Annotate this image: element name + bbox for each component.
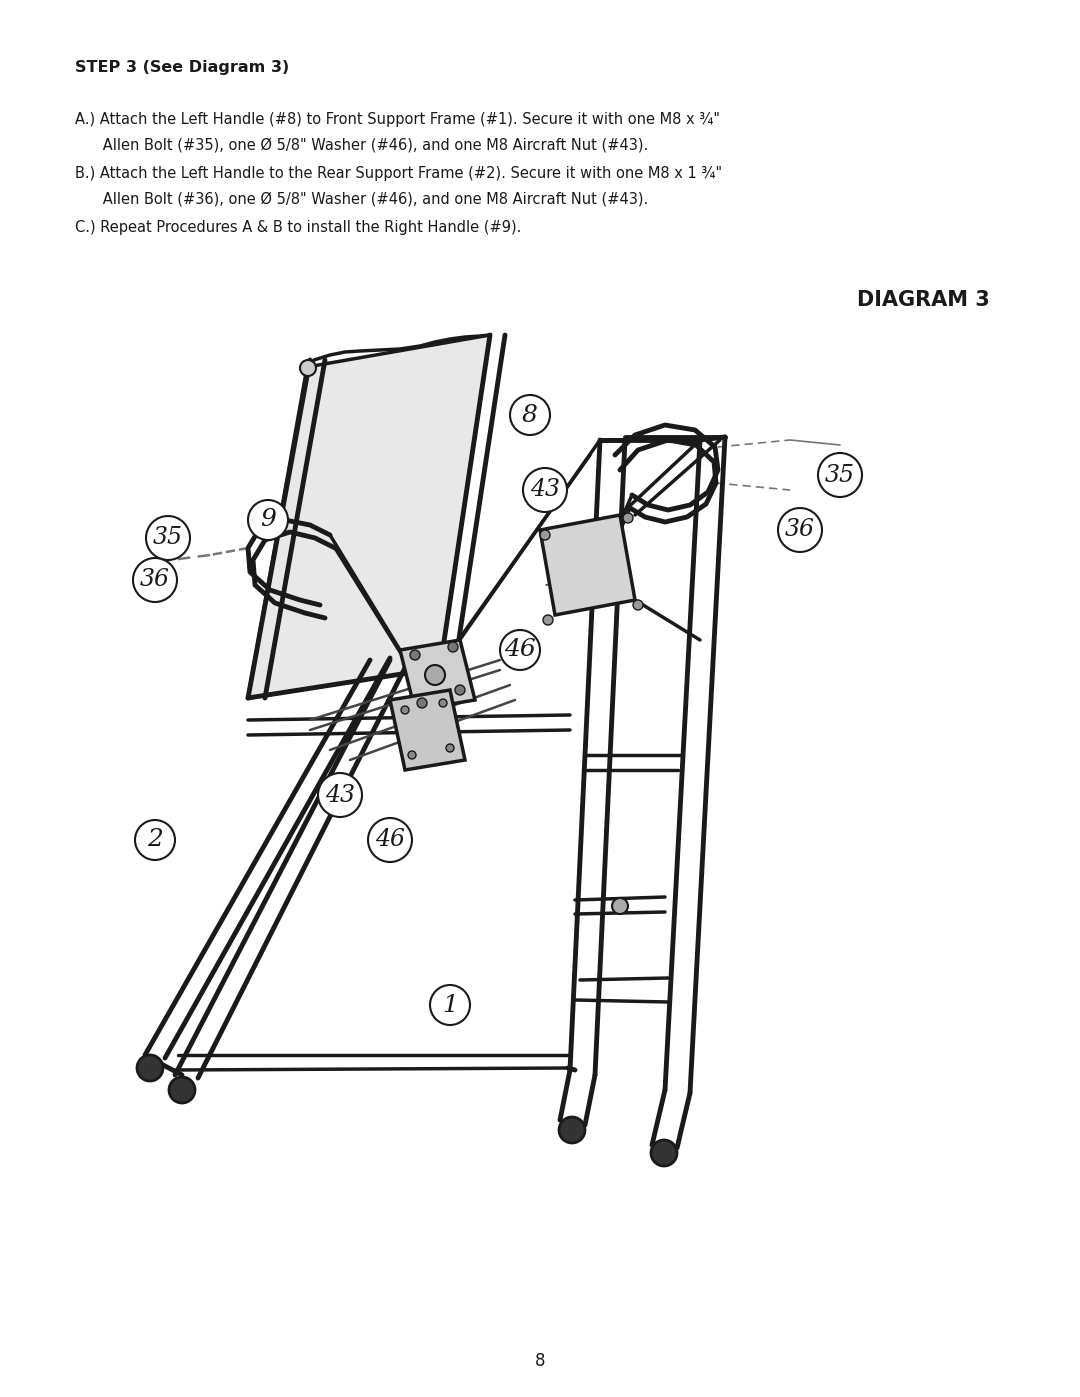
Polygon shape [390,690,465,770]
Text: 36: 36 [785,518,815,542]
Text: DIAGRAM 3: DIAGRAM 3 [858,291,990,310]
Text: Allen Bolt (#36), one Ø 5/8" Washer (#46), and one M8 Aircraft Nut (#43).: Allen Bolt (#36), one Ø 5/8" Washer (#46… [75,191,648,207]
Circle shape [455,685,465,694]
Circle shape [633,599,643,610]
Text: 2: 2 [147,828,163,852]
Circle shape [818,453,862,497]
Text: STEP 3 (See Diagram 3): STEP 3 (See Diagram 3) [75,60,289,75]
Circle shape [448,643,458,652]
Polygon shape [248,335,490,698]
Circle shape [426,665,445,685]
Circle shape [318,773,362,817]
Circle shape [438,698,447,707]
Polygon shape [540,515,635,615]
Text: 8: 8 [522,404,538,426]
Text: 43: 43 [325,784,355,806]
Text: 8: 8 [535,1352,545,1370]
Circle shape [623,513,633,522]
Text: B.) Attach the Left Handle to the Rear Support Frame (#2). Secure it with one M8: B.) Attach the Left Handle to the Rear S… [75,166,723,182]
Circle shape [523,468,567,511]
Circle shape [248,500,288,541]
Text: 1: 1 [442,993,458,1017]
Circle shape [146,515,190,560]
Circle shape [612,898,627,914]
Circle shape [408,752,416,759]
Text: 36: 36 [140,569,170,591]
Text: 35: 35 [825,464,855,486]
Circle shape [430,985,470,1025]
Circle shape [510,395,550,434]
Circle shape [300,360,316,376]
Circle shape [778,509,822,552]
Text: A.) Attach the Left Handle (#8) to Front Support Frame (#1). Secure it with one : A.) Attach the Left Handle (#8) to Front… [75,112,720,127]
Circle shape [559,1118,585,1143]
Text: 46: 46 [375,828,405,852]
Text: 35: 35 [153,527,183,549]
Text: C.) Repeat Procedures A & B to install the Right Handle (#9).: C.) Repeat Procedures A & B to install t… [75,219,522,235]
Polygon shape [400,640,475,710]
Circle shape [543,615,553,624]
Circle shape [135,820,175,861]
Circle shape [417,698,427,708]
Text: 46: 46 [504,638,536,662]
Circle shape [137,1055,163,1081]
Circle shape [401,705,409,714]
Circle shape [410,650,420,659]
Circle shape [133,557,177,602]
Circle shape [168,1077,195,1104]
Circle shape [368,819,411,862]
Circle shape [446,745,454,752]
Circle shape [651,1140,677,1166]
Circle shape [500,630,540,671]
Text: Allen Bolt (#35), one Ø 5/8" Washer (#46), and one M8 Aircraft Nut (#43).: Allen Bolt (#35), one Ø 5/8" Washer (#46… [75,138,648,154]
Circle shape [540,529,550,541]
Text: 9: 9 [260,509,275,531]
Text: 43: 43 [530,479,561,502]
